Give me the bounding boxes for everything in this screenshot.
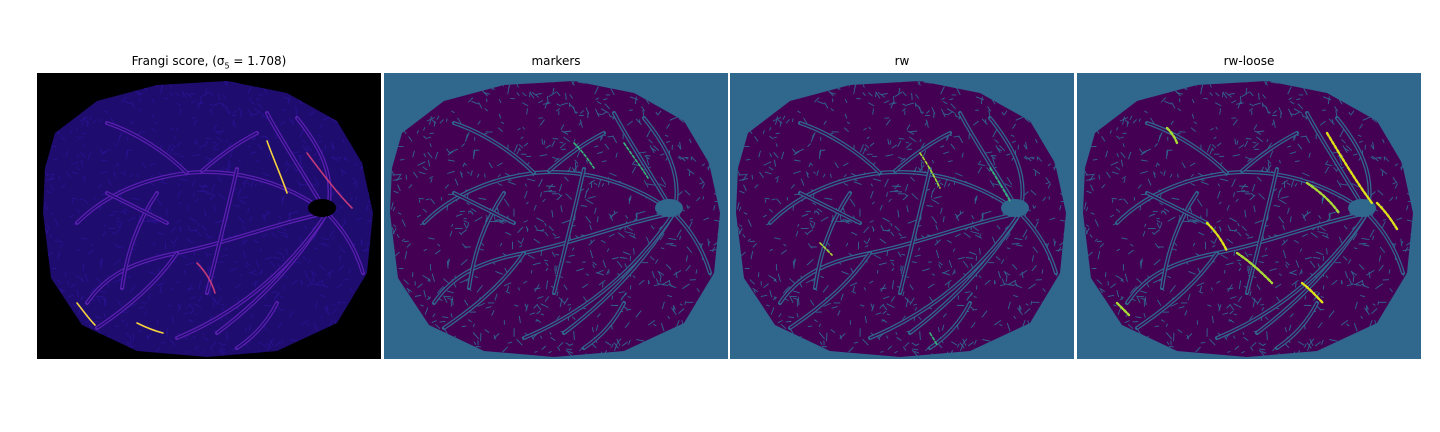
panel-title: Frangi score, (σ5 = 1.708) bbox=[131, 54, 287, 71]
optic-disc bbox=[1348, 199, 1376, 217]
optic-disc bbox=[655, 199, 683, 217]
rw-panel: rw bbox=[730, 54, 1074, 359]
vessel-texture bbox=[736, 81, 1066, 357]
markers-image bbox=[384, 73, 728, 359]
optic-disc bbox=[308, 199, 336, 217]
panel-title: rw-loose bbox=[1223, 54, 1275, 68]
vessel-texture bbox=[390, 81, 720, 357]
vessel-texture bbox=[43, 81, 373, 357]
rw-loose-panel: rw-loose bbox=[1077, 54, 1421, 359]
panel-title: markers bbox=[531, 54, 581, 68]
panel-title: rw bbox=[894, 54, 910, 68]
rw-image bbox=[730, 73, 1074, 359]
frangi-image bbox=[37, 73, 381, 359]
optic-disc bbox=[1001, 199, 1029, 217]
rw-loose-image bbox=[1077, 73, 1421, 359]
frangi-score-panel: Frangi score, (σ5 = 1.708) bbox=[37, 54, 381, 359]
markers-panel: markers bbox=[384, 54, 728, 359]
